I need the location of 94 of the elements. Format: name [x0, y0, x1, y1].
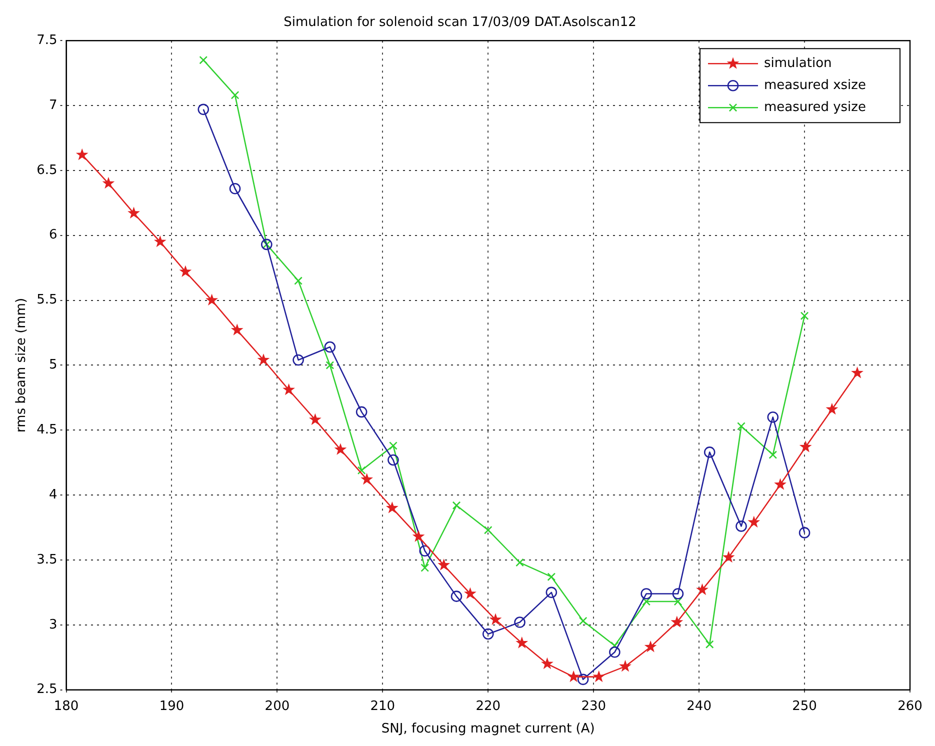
point — [516, 636, 528, 648]
point — [128, 206, 140, 219]
point — [516, 558, 524, 567]
point — [489, 613, 502, 625]
point — [438, 558, 450, 570]
x-axis-title: SNJ, focusing magnet current (A) — [381, 722, 595, 737]
x-tick-label: 240 — [686, 698, 712, 714]
y-tick-label: 4 — [48, 487, 58, 502]
point — [360, 472, 374, 485]
point — [670, 616, 684, 628]
point — [546, 586, 558, 598]
legend-label: measured ysize — [764, 100, 866, 115]
y-tick-label: 7.5 — [36, 32, 58, 48]
point — [674, 597, 682, 606]
point — [640, 588, 652, 600]
point — [672, 588, 684, 600]
point — [388, 454, 399, 466]
point — [412, 530, 425, 542]
point — [419, 545, 431, 557]
point — [420, 564, 430, 572]
point — [767, 411, 779, 423]
point — [464, 587, 476, 599]
legend-label: measured xsize — [764, 78, 866, 93]
point — [705, 640, 714, 649]
point — [578, 616, 588, 626]
point — [230, 324, 244, 336]
x-tick-label: 230 — [581, 698, 606, 714]
y-axis-title: rms beam size (mm) — [14, 298, 30, 432]
y-tick-label: 2.5 — [36, 682, 58, 698]
y-tick-label: 7 — [48, 98, 58, 113]
point — [282, 383, 295, 396]
x-tick-label: 190 — [159, 698, 184, 714]
point — [356, 406, 368, 418]
point — [851, 366, 864, 378]
point — [768, 450, 778, 459]
point — [154, 235, 166, 248]
x-tick-label: 220 — [476, 698, 501, 714]
point — [619, 660, 632, 672]
chart-title: Simulation for solenoid scan 17/03/09 DAT.Asolscan12 — [284, 15, 636, 30]
point — [229, 182, 241, 194]
point — [609, 646, 620, 658]
point — [452, 501, 461, 510]
point — [102, 176, 115, 189]
point — [826, 402, 838, 415]
point — [644, 640, 657, 652]
point — [76, 148, 88, 160]
point — [514, 616, 526, 628]
point — [736, 520, 747, 532]
point — [179, 265, 192, 277]
y-tick-label: 4.5 — [36, 422, 58, 438]
y-tick-label: 3 — [48, 617, 58, 632]
x-tick-label: 180 — [54, 698, 79, 714]
point — [541, 657, 554, 670]
point — [308, 413, 322, 425]
point — [799, 440, 812, 452]
point — [798, 527, 810, 538]
point — [357, 466, 366, 475]
point — [324, 341, 336, 353]
point — [696, 583, 708, 596]
point — [704, 446, 716, 458]
x-tick-label: 260 — [898, 698, 922, 714]
point — [292, 354, 304, 366]
point — [592, 670, 606, 682]
y-tick-label: 5 — [48, 358, 58, 373]
x-tick-label: 250 — [792, 698, 817, 714]
point — [386, 502, 398, 514]
point — [294, 276, 302, 285]
x-tick-label: 200 — [264, 698, 290, 714]
point — [774, 478, 786, 490]
point — [206, 294, 218, 306]
point — [800, 312, 809, 320]
y-tick-label: 6.5 — [36, 162, 58, 178]
x-tick-label: 210 — [370, 698, 396, 714]
point — [642, 597, 651, 606]
point — [257, 354, 270, 366]
point — [198, 104, 210, 116]
point — [326, 361, 334, 370]
y-tick-label: 6 — [48, 228, 58, 243]
point — [389, 442, 398, 450]
point — [567, 670, 580, 682]
point — [450, 590, 462, 602]
y-tick-label: 3.5 — [36, 552, 58, 568]
point — [722, 550, 735, 563]
point — [577, 674, 589, 686]
point — [484, 526, 492, 534]
point — [199, 56, 208, 64]
point — [230, 90, 240, 100]
point — [737, 422, 746, 430]
point — [334, 443, 347, 455]
point — [547, 572, 556, 582]
point — [482, 628, 494, 640]
point — [748, 516, 760, 528]
y-tick-label: 5.5 — [36, 292, 58, 308]
legend-label: simulation — [764, 56, 832, 71]
